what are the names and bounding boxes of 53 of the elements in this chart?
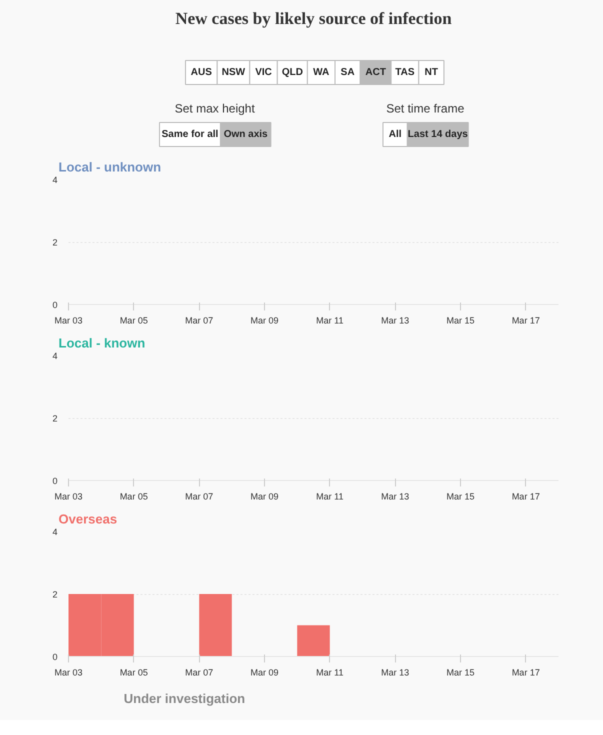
x-tick-label: Mar 07: [185, 492, 214, 502]
text: VIC: [255, 67, 272, 78]
y-tick-label: 4: [52, 175, 58, 185]
chart-title: Overseas: [58, 512, 118, 526]
text: New cases by likely source of infection: [175, 9, 452, 28]
x-tick-label: Mar 17: [512, 492, 540, 502]
chart-title: Local - known: [58, 336, 146, 350]
x-tick-label: Mar 11: [316, 492, 344, 502]
x-tick-label: Mar 05: [120, 316, 148, 326]
x-tick-label: Mar 09: [250, 668, 279, 678]
x-tick-label: Mar 05: [120, 668, 148, 678]
y-tick-label: 4: [52, 351, 58, 361]
text: All: [388, 129, 402, 140]
x-tick-label: Mar 13: [381, 492, 410, 502]
y-tick-label: 2: [52, 238, 58, 248]
y-tick-label: 0: [52, 300, 58, 310]
x-tick-label: Mar 11: [316, 668, 344, 678]
text: TAS: [395, 67, 415, 78]
x-tick-label: Mar 13: [381, 316, 410, 326]
x-tick-label: Mar 07: [185, 668, 214, 678]
x-tick-label: Mar 17: [512, 316, 540, 326]
x-tick-label: Mar 15: [446, 492, 475, 502]
text: Set max height: [174, 102, 256, 116]
x-tick-label: Mar 15: [446, 316, 475, 326]
x-tick-label: Mar 11: [316, 316, 344, 326]
text: Under investigation: [124, 691, 246, 706]
y-tick-label: 0: [52, 652, 58, 662]
y-tick-label: 2: [52, 590, 58, 600]
x-tick-label: Mar 09: [250, 316, 279, 326]
x-tick-label: Mar 09: [250, 492, 279, 502]
x-tick-label: Mar 05: [120, 492, 148, 502]
text: ACT: [365, 67, 386, 78]
x-tick-label: Mar 13: [381, 668, 410, 678]
x-tick-label: Mar 15: [446, 668, 475, 678]
text: Same for all: [162, 129, 219, 140]
text: QLD: [282, 67, 303, 78]
y-tick-label: 4: [52, 527, 58, 537]
text: AUS: [190, 67, 212, 78]
text: Last 14 days: [408, 129, 468, 140]
x-tick-label: Mar 07: [185, 316, 214, 326]
text: SA: [340, 67, 355, 78]
x-tick-label: Mar 03: [54, 316, 83, 326]
text: NSW: [222, 67, 246, 78]
text: WA: [313, 67, 330, 78]
x-tick-label: Mar 03: [54, 492, 83, 502]
chart-title: Local - unknown: [58, 160, 162, 174]
x-tick-label: Mar 03: [54, 668, 83, 678]
y-tick-label: 2: [52, 414, 58, 424]
text: Own axis: [224, 129, 268, 140]
x-tick-label: Mar 17: [512, 668, 540, 678]
y-tick-label: 0: [52, 476, 58, 486]
text: NT: [424, 67, 438, 78]
text: Set time frame: [386, 102, 465, 116]
